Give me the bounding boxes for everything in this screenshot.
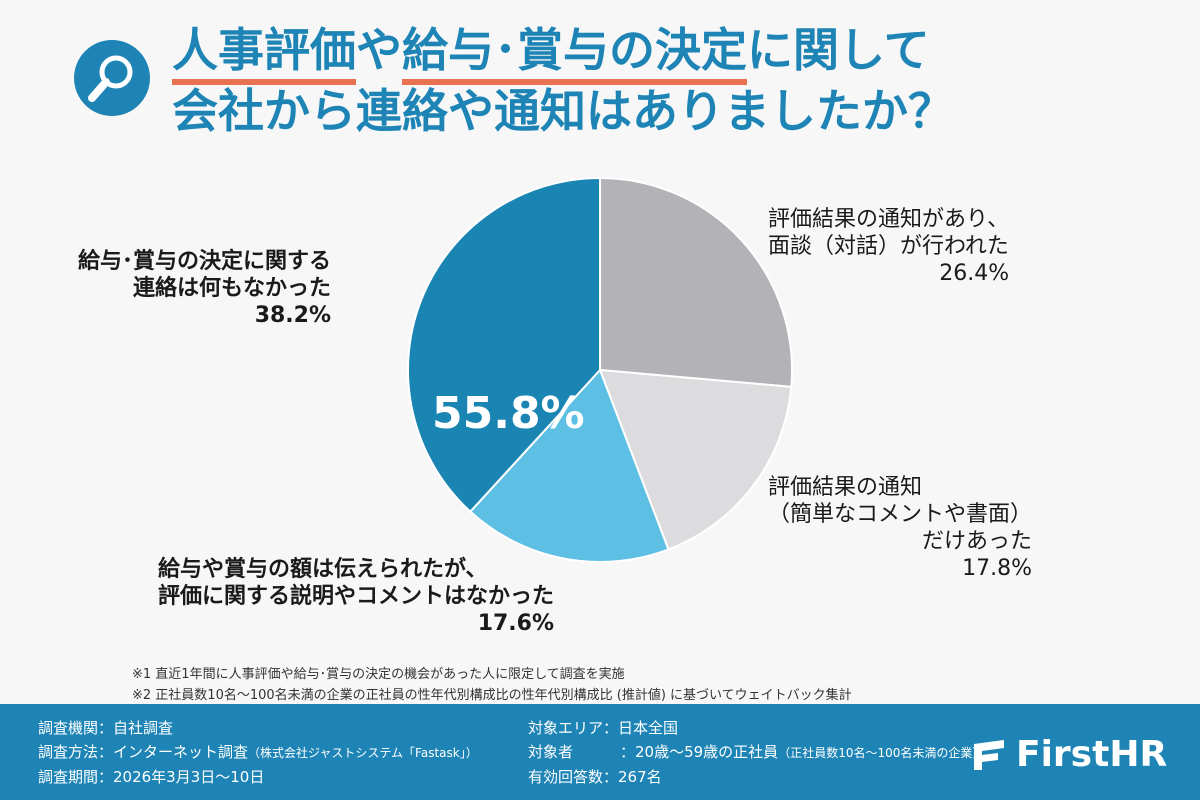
label-notice-only-pct: 17.8% bbox=[962, 556, 1033, 581]
title-connector: や bbox=[356, 23, 402, 77]
footer-method-sub: （株式会社ジャストシステム「Fastask」） bbox=[248, 746, 478, 760]
logo-text: FirstHR bbox=[1016, 734, 1168, 775]
footer-target-sub: （正社員数10名～100名未満の企業） bbox=[778, 746, 985, 760]
label-notice-only-line2: （簡単なコメントや書面） bbox=[768, 502, 1033, 527]
label-amount-only-line1: 給与や賞与の額は伝えられたが、 bbox=[158, 557, 488, 582]
pie-slice-2 bbox=[598, 368, 793, 551]
label-no-contact-pct: 38.2% bbox=[254, 303, 332, 328]
footer-col-right: 対象エリア：日本全国 対象者 ：20歳～59歳の正社員（正社員数10名～100名未… bbox=[528, 716, 984, 789]
footer-org: 調査機関：自社調査 bbox=[38, 719, 174, 737]
combined-percentage: 55.8% bbox=[432, 388, 585, 439]
footnote-2: ※2 正社員数10名～100名未満の企業の正社員の性年代別構成比の性年代別構成比… bbox=[132, 688, 852, 703]
magnifier-icon bbox=[74, 40, 150, 116]
survey-info-footer: 調査機関：自社調査 調査方法：インターネット調査（株式会社ジャストシステム「Fa… bbox=[0, 704, 1200, 800]
title-line-2: 会社から連絡や通知はありましたか？ bbox=[172, 84, 954, 138]
label-amount-only-line2: 評価に関する説明やコメントはなかった bbox=[158, 584, 555, 609]
label-interview-pct: 26.4% bbox=[939, 261, 1010, 286]
label-amount-only-pct: 17.6% bbox=[477, 611, 555, 636]
label-notice-only-line1: 評価結果の通知 bbox=[768, 475, 923, 500]
pie-slice-3 bbox=[468, 368, 670, 563]
label-interview-line1: 評価結果の通知があり、 bbox=[768, 207, 1010, 232]
footer-col-left: 調査機関：自社調査 調査方法：インターネット調査（株式会社ジャストシステム「Fa… bbox=[38, 716, 478, 789]
pie-slice-4 bbox=[407, 176, 601, 514]
footer-method-row: 調査方法：インターネット調査（株式会社ジャストシステム「Fastask」） bbox=[38, 740, 478, 765]
footnote-1: ※1 直近1年間に人事評価や給与･賞与の決定の機会があった人に限定して調査を実施 bbox=[132, 667, 625, 682]
footer-target-label: 対象者 bbox=[528, 743, 574, 761]
label-notice-only: 評価結果の通知 （簡単なコメントや書面） だけあった 17.8% bbox=[768, 474, 1032, 582]
firsthr-logo: FirstHR bbox=[970, 734, 1167, 775]
footer-target-row: 対象者 ：20歳～59歳の正社員（正社員数10名～100名未満の企業） bbox=[528, 740, 984, 765]
label-no-contact: 給与･賞与の決定に関する 連絡は何もなかった 38.2% bbox=[78, 248, 331, 329]
footnotes: ※1 直近1年間に人事評価や給与･賞与の決定の機会があった人に限定して調査を実施… bbox=[132, 664, 852, 706]
footer-area: 対象エリア：日本全国 bbox=[528, 719, 679, 737]
label-no-contact-line2: 連絡は何もなかった bbox=[133, 276, 332, 301]
label-amount-only: 給与や賞与の額は伝えられたが、 評価に関する説明やコメントはなかった 17.6% bbox=[158, 556, 554, 637]
pie-slice-1 bbox=[599, 176, 793, 388]
title-line-1: 人事評価や給与･賞与の決定に関して bbox=[172, 23, 930, 85]
firsthr-logo-icon bbox=[974, 739, 1004, 770]
title-highlight-1: 人事評価 bbox=[172, 23, 356, 85]
footer-count: 有効回答数：267名 bbox=[528, 768, 662, 786]
label-interview-line2: 面談（対話）が行われた bbox=[768, 234, 1009, 259]
footer-target-value: ：20歳～59歳の正社員 bbox=[620, 743, 779, 761]
footer-method: 調査方法：インターネット調査 bbox=[38, 743, 249, 761]
footer-period: 調査期間：2026年3月3日～10日 bbox=[38, 768, 265, 786]
label-no-contact-line1: 給与･賞与の決定に関する bbox=[78, 249, 332, 274]
title-highlight-2: 給与･賞与の決定 bbox=[402, 23, 747, 85]
label-interview: 評価結果の通知があり、 面談（対話）が行われた 26.4% bbox=[768, 206, 1009, 287]
label-notice-only-line3: だけあった bbox=[922, 529, 1033, 554]
title-suffix: に関して bbox=[747, 23, 930, 77]
